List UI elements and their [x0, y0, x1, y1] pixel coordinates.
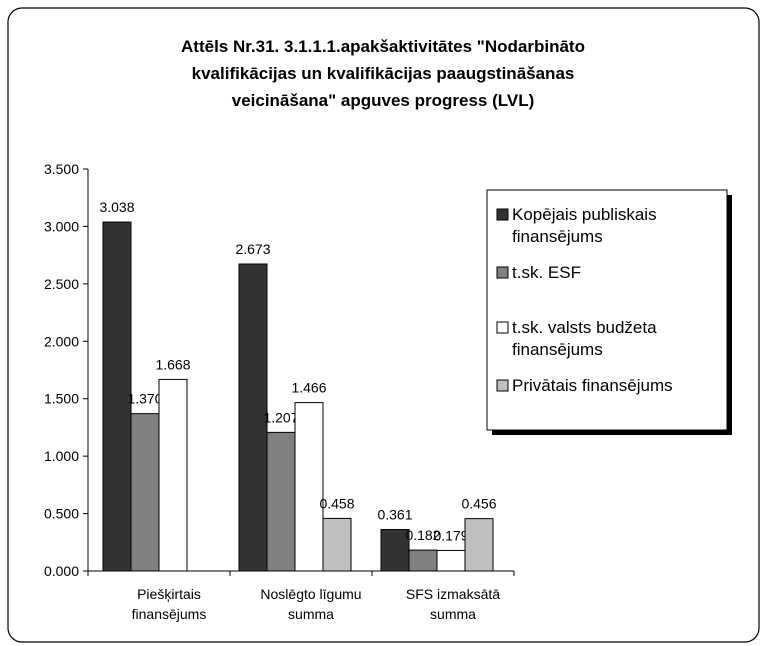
- bar: [294, 402, 324, 572]
- chart-title: Attēls Nr.31. 3.1.1.1.apakšaktivitātes "…: [181, 37, 585, 56]
- chart-title: kvalifikācijas un kvalifikācijas paaugst…: [192, 64, 575, 83]
- data-label: 0.182: [405, 527, 440, 543]
- legend: [486, 189, 728, 431]
- data-label: 0.179: [433, 527, 468, 543]
- data-label: 1.668: [155, 356, 190, 372]
- bar: [464, 518, 494, 572]
- y-tick-label: 1.500: [44, 391, 79, 407]
- x-tick-label: summa: [430, 606, 476, 622]
- legend-label: finansējums: [512, 340, 603, 359]
- y-tick-label: 3.000: [44, 218, 79, 234]
- data-label: 2.673: [235, 241, 270, 257]
- x-tick-label: Piešķirtais: [137, 586, 201, 602]
- legend-swatch: [496, 321, 509, 334]
- legend-label: t.sk. ESF: [512, 263, 581, 282]
- x-tick-label: summa: [288, 606, 334, 622]
- bar: [158, 378, 188, 572]
- bar: [380, 529, 410, 572]
- y-tick-label: 3.500: [44, 161, 79, 177]
- x-tick-label: finansējums: [132, 606, 207, 622]
- data-label: 1.466: [291, 380, 326, 396]
- bar: [102, 221, 132, 572]
- data-label: 0.456: [461, 496, 496, 512]
- bar: [238, 263, 268, 572]
- data-label: 1.370: [127, 391, 162, 407]
- data-label: 3.038: [99, 199, 134, 215]
- y-tick-label: 0.500: [44, 506, 79, 522]
- y-tick-label: 2.000: [44, 333, 79, 349]
- data-label: 0.361: [377, 507, 412, 523]
- y-tick-label: 1.000: [44, 448, 79, 464]
- chart-title: veicināšana" apguves progress (LVL): [232, 91, 535, 110]
- bar: [266, 431, 296, 572]
- bar: [436, 549, 466, 572]
- bar: [130, 413, 160, 572]
- legend-label: Kopējais publiskais: [512, 205, 657, 224]
- legend-swatch: [496, 266, 509, 279]
- legend-label: finansējums: [512, 227, 603, 246]
- y-tick-label: 2.500: [44, 276, 79, 292]
- legend-swatch: [496, 379, 509, 392]
- legend-label: t.sk. valsts budžeta: [512, 318, 657, 337]
- legend-label: Privātais finansējums: [512, 376, 673, 395]
- data-label: 1.207: [263, 409, 298, 425]
- x-tick-label: Noslēgto līgumu: [260, 586, 361, 602]
- bar: [322, 517, 352, 572]
- y-tick-label: 0.000: [44, 563, 79, 579]
- x-tick-label: SFS izmaksātā: [406, 586, 500, 602]
- chart-frame: [7, 7, 760, 643]
- bar: [408, 549, 438, 572]
- legend-swatch: [496, 208, 509, 221]
- data-label: 0.458: [319, 495, 354, 511]
